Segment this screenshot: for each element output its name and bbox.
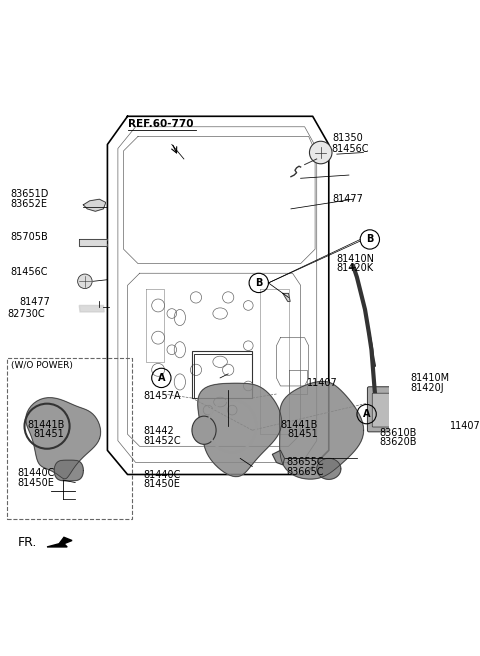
Text: B: B bbox=[255, 278, 263, 288]
Text: (W/O POWER): (W/O POWER) bbox=[11, 361, 72, 369]
Text: 81450E: 81450E bbox=[17, 478, 54, 487]
Text: 81350: 81350 bbox=[333, 133, 363, 143]
Polygon shape bbox=[26, 398, 101, 479]
Text: 11407: 11407 bbox=[450, 421, 480, 431]
Text: 81477: 81477 bbox=[333, 194, 364, 204]
FancyBboxPatch shape bbox=[367, 387, 405, 432]
Text: 11407: 11407 bbox=[307, 378, 338, 388]
Polygon shape bbox=[280, 381, 363, 479]
Text: 81441B: 81441B bbox=[280, 420, 318, 430]
Bar bbox=[192, 352, 252, 398]
Text: A: A bbox=[363, 409, 371, 419]
Bar bbox=[7, 358, 132, 519]
Text: 85705B: 85705B bbox=[11, 232, 48, 242]
Text: 81456C: 81456C bbox=[331, 144, 369, 154]
Text: 81477: 81477 bbox=[19, 297, 50, 307]
Text: 81440C: 81440C bbox=[17, 468, 55, 478]
Text: 81410M: 81410M bbox=[410, 373, 449, 383]
FancyBboxPatch shape bbox=[372, 393, 400, 427]
Text: 83655C: 83655C bbox=[286, 457, 324, 468]
Text: 81456C: 81456C bbox=[11, 266, 48, 277]
Ellipse shape bbox=[192, 416, 216, 444]
Bar bbox=[193, 354, 252, 398]
Text: 81451: 81451 bbox=[34, 429, 64, 440]
Text: 81452C: 81452C bbox=[144, 436, 181, 445]
Polygon shape bbox=[47, 537, 72, 547]
Circle shape bbox=[400, 451, 413, 463]
Text: 81410N: 81410N bbox=[337, 254, 375, 264]
Text: 81450E: 81450E bbox=[144, 479, 180, 489]
Text: 81442: 81442 bbox=[144, 426, 174, 436]
Text: 83610B: 83610B bbox=[380, 428, 417, 438]
Text: 82730C: 82730C bbox=[8, 308, 45, 319]
Text: 81451: 81451 bbox=[287, 429, 318, 440]
Polygon shape bbox=[273, 451, 285, 465]
Text: B: B bbox=[366, 234, 373, 245]
Text: 81457A: 81457A bbox=[144, 390, 181, 401]
Text: 81440C: 81440C bbox=[144, 470, 181, 480]
Polygon shape bbox=[54, 460, 83, 481]
Text: 83620B: 83620B bbox=[380, 438, 417, 447]
Text: 81420K: 81420K bbox=[337, 264, 374, 274]
Text: 83651D: 83651D bbox=[11, 190, 49, 199]
Polygon shape bbox=[83, 199, 106, 211]
Polygon shape bbox=[198, 383, 282, 477]
Text: REF.60-770: REF.60-770 bbox=[128, 119, 193, 129]
Text: 81420J: 81420J bbox=[410, 382, 444, 392]
Text: 81441B: 81441B bbox=[27, 420, 64, 430]
Text: 83652E: 83652E bbox=[11, 199, 48, 209]
Circle shape bbox=[310, 141, 332, 164]
Text: A: A bbox=[157, 373, 165, 383]
Polygon shape bbox=[283, 293, 290, 302]
Circle shape bbox=[78, 274, 92, 289]
Text: FR.: FR. bbox=[17, 537, 36, 550]
Text: 83665C: 83665C bbox=[286, 467, 324, 477]
Polygon shape bbox=[317, 459, 341, 480]
Polygon shape bbox=[79, 239, 108, 246]
Polygon shape bbox=[79, 306, 104, 312]
